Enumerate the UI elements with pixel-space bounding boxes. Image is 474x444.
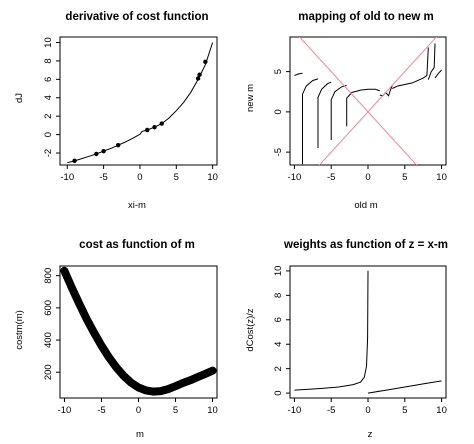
y-tick-label: 0 xyxy=(273,109,284,114)
panel-cost: cost as function of m m costm(m) -10 -5 0 5… xyxy=(14,239,218,440)
x-tick-label: 10 xyxy=(436,172,447,183)
y-tick-label: 0 xyxy=(273,390,284,395)
y-tick-label: -2 xyxy=(43,149,54,157)
y-axis-label: dJ xyxy=(14,93,25,103)
x-tick-label: -10 xyxy=(288,172,302,183)
series-line xyxy=(318,37,438,165)
x-axis-label: xi-m xyxy=(128,200,146,211)
panel-weights: weights as function of z = x-m z dCost(z… xyxy=(245,239,448,440)
series-line-segment xyxy=(294,72,303,77)
y-tick-label: 4 xyxy=(43,95,54,100)
y-tick-label: 10 xyxy=(43,37,54,48)
x-axis-label: m xyxy=(136,429,144,440)
x-tick-label: 5 xyxy=(174,172,179,183)
series-line-segment xyxy=(392,75,428,89)
plot-area xyxy=(294,270,442,394)
data-point xyxy=(197,72,202,77)
x-tick-label: 0 xyxy=(136,405,141,416)
x-tick-label: 5 xyxy=(402,405,407,416)
x-tick-label: 0 xyxy=(365,405,370,416)
x-tick-label: -10 xyxy=(60,172,74,183)
y-tick-label: 800 xyxy=(43,268,54,284)
x-tick-label: 10 xyxy=(207,172,218,183)
series-line-segment xyxy=(294,270,369,391)
x-axis-label: z xyxy=(368,429,373,440)
series-line-segment xyxy=(367,380,442,394)
series-line-segment xyxy=(433,43,436,68)
series-line-segment xyxy=(317,81,332,149)
data-point xyxy=(94,151,99,157)
data-point xyxy=(203,59,208,65)
x-tick-label: -5 xyxy=(97,405,105,416)
y-tick-label: 4 xyxy=(273,342,284,347)
y-tick-label: 10 xyxy=(273,266,284,277)
y-tick-label: 6 xyxy=(273,317,284,322)
data-point xyxy=(145,127,150,133)
x-tick-label: -5 xyxy=(99,172,107,183)
y-tick-label: 6 xyxy=(43,77,54,82)
data-point xyxy=(152,125,157,130)
x-tick-label: -10 xyxy=(288,405,302,416)
panel-title: weights as function of z = x-m xyxy=(283,239,448,251)
panel-title: cost as function of m xyxy=(79,239,195,251)
plot-area xyxy=(294,37,442,165)
y-axis-label: new m xyxy=(245,84,256,112)
y-tick-label: 400 xyxy=(43,332,54,348)
data-point xyxy=(159,121,164,126)
plot-area xyxy=(67,42,214,164)
x-tick-label: -5 xyxy=(327,172,335,183)
data-point xyxy=(115,143,121,148)
data-point xyxy=(195,76,201,81)
x-tick-label: -5 xyxy=(327,405,335,416)
cost-curve xyxy=(60,266,217,396)
y-tick-label: 0 xyxy=(43,132,54,137)
x-tick-label: 0 xyxy=(365,172,370,183)
plot-frame xyxy=(59,36,218,166)
y-tick-label: 5 xyxy=(273,69,284,74)
x-tick-label: -10 xyxy=(58,405,72,416)
y-tick-label: 8 xyxy=(273,293,284,298)
panel-title: derivative of cost function xyxy=(65,11,208,23)
series-line-segment xyxy=(427,67,435,80)
y-tick-label: -5 xyxy=(273,148,284,156)
x-tick-label: 0 xyxy=(137,172,142,183)
series-line xyxy=(67,42,214,164)
data-point xyxy=(101,148,106,154)
y-tick-label: 2 xyxy=(43,114,54,119)
y-tick-label: 600 xyxy=(43,300,54,316)
x-tick-label: 10 xyxy=(436,405,447,416)
x-tick-label: 10 xyxy=(207,405,218,416)
y-tick-label: 2 xyxy=(273,366,284,371)
series-line-segment xyxy=(302,78,319,165)
panel-title: mapping of old to new m xyxy=(298,11,433,23)
panel-mapping: mapping of old to new m old m new m -10 -… xyxy=(245,11,447,211)
series-line-segment xyxy=(346,88,380,127)
y-tick-label: 200 xyxy=(43,364,54,380)
y-tick-label: 8 xyxy=(43,58,54,63)
y-axis-label: dCost(z)/z xyxy=(245,308,256,352)
x-axis-label: old m xyxy=(354,200,377,211)
x-tick-label: 5 xyxy=(173,405,178,416)
y-axis-label: costm(m) xyxy=(14,310,25,350)
data-point xyxy=(72,158,77,164)
panel-derivative: derivative of cost function xi-m dJ -10 -… xyxy=(14,11,218,211)
plot-frame xyxy=(289,36,447,166)
x-tick-label: 5 xyxy=(402,172,407,183)
series-line-segment xyxy=(426,47,429,76)
plot-area xyxy=(60,266,217,396)
series-line-segment xyxy=(330,84,347,140)
series-line-segment xyxy=(434,69,442,79)
